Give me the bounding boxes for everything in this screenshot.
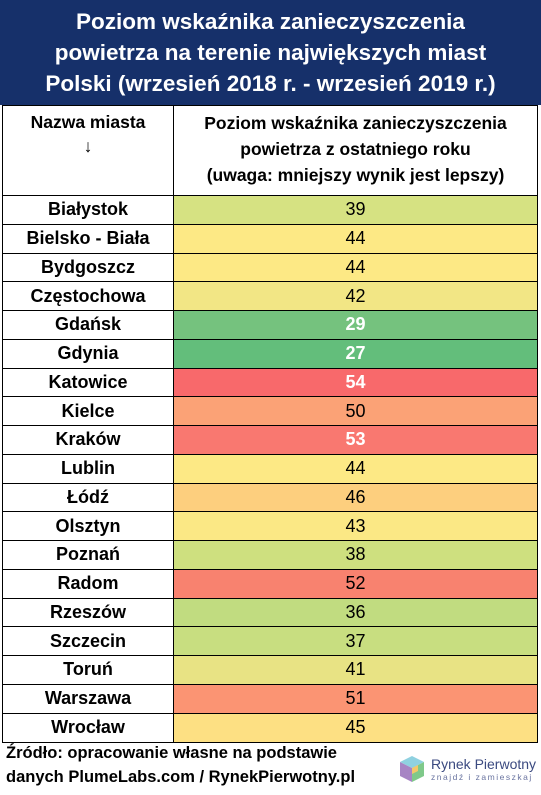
pollution-value-cell: 45 xyxy=(174,713,537,743)
chart-title: Poziom wskaźnika zanieczyszczenia powiet… xyxy=(0,0,541,105)
table-row: Gdańsk 29 xyxy=(3,311,537,340)
pollution-value-cell: 27 xyxy=(174,339,537,368)
pollution-value-cell: 54 xyxy=(174,368,537,397)
pollution-value-cell: 38 xyxy=(174,541,537,569)
title-line: powietrza na terenie największych miast xyxy=(54,40,487,65)
value-header-line: Poziom wskaźnika zanieczyszczenia xyxy=(204,113,507,133)
table-row: Rzeszów 36 xyxy=(3,598,537,628)
city-name-cell: Szczecin xyxy=(3,627,174,655)
city-name-cell: Gdańsk xyxy=(3,311,174,339)
city-name-cell: Częstochowa xyxy=(3,282,174,310)
pollution-value-cell: 44 xyxy=(174,253,537,282)
city-name-cell: Łódź xyxy=(3,483,174,512)
pollution-value-cell: 42 xyxy=(174,282,537,310)
city-name-cell: Warszawa xyxy=(3,684,174,713)
table-row: Katowice 54 xyxy=(3,368,537,398)
table-row: Łódź 46 xyxy=(3,483,537,513)
table-row: Olsztyn 43 xyxy=(3,512,537,541)
city-name-cell: Wrocław xyxy=(3,713,174,743)
pollution-value-cell: 41 xyxy=(174,656,537,684)
table-row: Poznań 38 xyxy=(3,541,537,570)
table-row: Wrocław 45 xyxy=(3,713,537,743)
city-name-cell: Poznań xyxy=(3,541,174,569)
table-row: Częstochowa 42 xyxy=(3,282,537,311)
source-line: danych PlumeLabs.com / RynekPierwotny.pl xyxy=(6,768,356,786)
pollution-value-cell: 36 xyxy=(174,598,537,627)
table-row: Szczecin 37 xyxy=(3,627,537,656)
pollution-value-cell: 46 xyxy=(174,483,537,512)
table-row: Bydgoszcz 44 xyxy=(3,253,537,283)
table-row: Kielce 50 xyxy=(3,397,537,426)
city-name-cell: Lublin xyxy=(3,454,174,483)
table-row: Warszawa 51 xyxy=(3,684,537,714)
title-line: Polski (wrzesień 2018 r. - wrzesień 2019… xyxy=(45,71,496,96)
pollution-value-cell: 37 xyxy=(174,627,537,655)
source-line: Źródło: opracowanie własne na podstawie xyxy=(6,744,337,762)
city-name-cell: Kraków xyxy=(3,426,174,454)
pollution-value-cell: 51 xyxy=(174,684,537,713)
city-name-cell: Gdynia xyxy=(3,339,174,368)
city-name-cell: Białystok xyxy=(3,196,174,224)
pollution-value-cell: 44 xyxy=(174,224,537,253)
logo-tagline: znajdź i zamieszkaj xyxy=(431,771,533,782)
city-name-cell: Bydgoszcz xyxy=(3,253,174,282)
city-column-header: Nazwa miasta ↓ xyxy=(3,106,174,195)
table-body: Białystok 39 Bielsko - Biała 44 Bydgoszcz 44 C… xyxy=(3,196,537,743)
value-header-line: (uwaga: mniejszy wynik jest lepszy) xyxy=(206,165,505,185)
value-column-header: Poziom wskaźnika zanieczyszczenia powiet… xyxy=(174,106,537,195)
city-name-cell: Katowice xyxy=(3,368,174,397)
value-header-line: powietrza z ostatniego roku xyxy=(240,139,471,159)
pollution-table: Nazwa miasta ↓ Poziom wskaźnika zanieczy… xyxy=(2,105,538,744)
rynek-pierwotny-logo: Rynek Pierwotny znajdź i zamieszkaj xyxy=(397,752,537,786)
table-row: Białystok 39 xyxy=(3,196,537,225)
table-row: Toruń 41 xyxy=(3,656,537,685)
table-row: Radom 52 xyxy=(3,569,537,599)
city-name-cell: Toruń xyxy=(3,656,174,684)
city-name-cell: Bielsko - Biała xyxy=(3,224,174,253)
title-line: Poziom wskaźnika zanieczyszczenia xyxy=(76,9,465,34)
pollution-value-cell: 39 xyxy=(174,196,537,224)
table-row: Gdynia 27 xyxy=(3,339,537,369)
city-name-cell: Rzeszów xyxy=(3,598,174,627)
pollution-value-cell: 29 xyxy=(174,311,537,339)
city-name-cell: Radom xyxy=(3,569,174,598)
table-row: Kraków 53 xyxy=(3,426,537,455)
pollution-value-cell: 43 xyxy=(174,512,537,540)
pollution-value-cell: 50 xyxy=(174,397,537,425)
city-name-cell: Olsztyn xyxy=(3,512,174,540)
city-name-cell: Kielce xyxy=(3,397,174,425)
source-note: Źródło: opracowanie własne na podstawie … xyxy=(6,741,355,789)
city-header-label: Nazwa miasta xyxy=(30,112,146,132)
arrow-down-icon: ↓ xyxy=(83,136,93,156)
pollution-value-cell: 52 xyxy=(174,569,537,598)
pollution-value-cell: 44 xyxy=(174,454,537,483)
pollution-value-cell: 53 xyxy=(174,426,537,454)
logo-name: Rynek Pierwotny xyxy=(431,755,537,772)
logo-cube-icon xyxy=(400,756,424,782)
table-row: Lublin 44 xyxy=(3,454,537,484)
table-row: Bielsko - Biała 44 xyxy=(3,224,537,254)
table-header: Nazwa miasta ↓ Poziom wskaźnika zanieczy… xyxy=(3,106,537,196)
